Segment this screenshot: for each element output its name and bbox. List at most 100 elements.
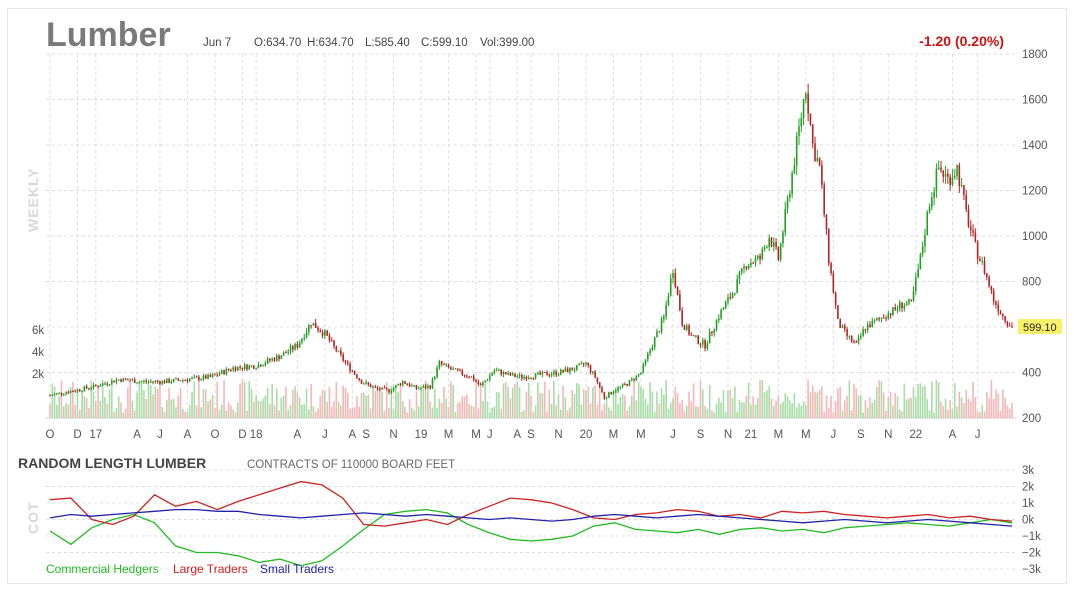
volume-bar xyxy=(779,404,782,418)
candle xyxy=(294,342,296,351)
cot-lines[interactable] xyxy=(49,480,1013,567)
volume-bar xyxy=(328,387,331,418)
volume-bar xyxy=(898,409,901,418)
candle xyxy=(956,164,958,180)
volume-bar xyxy=(885,410,887,418)
candle xyxy=(495,367,498,372)
candle xyxy=(642,362,645,374)
candle xyxy=(166,377,168,384)
candle xyxy=(727,293,729,306)
volume-bar xyxy=(108,389,111,418)
candle xyxy=(397,383,399,386)
x-tick-label: D xyxy=(73,429,81,441)
volume-bar xyxy=(495,391,498,418)
volume-bar xyxy=(383,410,386,418)
candle xyxy=(1006,320,1009,328)
volume-bar xyxy=(651,391,654,418)
candle xyxy=(550,371,553,378)
candle xyxy=(697,334,700,345)
candle xyxy=(154,379,157,384)
volume-bar xyxy=(372,386,374,418)
volume-bar xyxy=(1002,389,1004,418)
volume-bar xyxy=(511,387,514,418)
volume-bar xyxy=(429,401,432,418)
volume-bar xyxy=(362,392,365,418)
volume-bar xyxy=(754,404,757,418)
volume-bar xyxy=(582,388,585,418)
candle xyxy=(562,369,564,374)
volume-bar xyxy=(275,388,278,418)
volume-bar xyxy=(882,392,885,418)
volume-bar xyxy=(431,407,434,418)
volume-bar xyxy=(914,397,917,418)
candle xyxy=(262,364,264,367)
candle xyxy=(630,377,633,382)
volume-bar xyxy=(314,411,317,418)
x-tick-label: 18 xyxy=(250,429,263,441)
candle xyxy=(644,359,647,367)
candle xyxy=(1011,322,1013,328)
candle xyxy=(834,291,837,309)
volume-bar xyxy=(463,396,466,418)
volume-bar xyxy=(759,379,761,418)
volume-bar xyxy=(232,409,235,418)
candle xyxy=(330,337,333,342)
volume-bar xyxy=(443,386,445,418)
candle xyxy=(413,384,415,388)
volume-bar xyxy=(965,389,967,418)
candle xyxy=(282,351,285,356)
candle xyxy=(559,368,562,376)
candle xyxy=(816,149,819,163)
candle xyxy=(811,124,814,149)
volume-bar xyxy=(695,406,697,418)
volume-bar xyxy=(630,395,633,418)
volume-bar xyxy=(805,404,807,418)
candle xyxy=(843,323,846,333)
candle xyxy=(992,288,995,306)
volume-value: Vol:399.00 xyxy=(480,37,534,49)
volume-bar xyxy=(919,383,922,418)
volume-bar xyxy=(715,403,718,418)
candle xyxy=(596,377,599,385)
price-grid xyxy=(46,53,1016,419)
candle xyxy=(864,328,867,334)
cot-subtitle: CONTRACTS OF 110000 BOARD FEET xyxy=(247,459,455,471)
volume-bar xyxy=(250,389,253,418)
candle xyxy=(298,340,301,348)
candle xyxy=(860,332,862,341)
volume-bar xyxy=(184,411,186,418)
volume-bar xyxy=(553,380,555,418)
candle xyxy=(374,384,377,389)
candle xyxy=(892,307,894,317)
candle xyxy=(539,370,541,376)
volume-bar xyxy=(182,409,184,418)
volume-bar xyxy=(791,403,793,418)
volume-bar xyxy=(456,402,459,418)
candle xyxy=(734,292,736,296)
x-tick-label: J xyxy=(157,429,163,441)
candle xyxy=(624,382,626,386)
x-tick-label: 21 xyxy=(744,429,757,441)
candle xyxy=(527,375,530,380)
candle xyxy=(903,303,906,312)
candle xyxy=(793,157,796,174)
volume-bar xyxy=(69,386,72,418)
volume-bar xyxy=(997,393,1000,418)
volume-bar xyxy=(743,402,745,418)
candle xyxy=(216,372,219,377)
candle xyxy=(809,113,812,126)
candle xyxy=(200,378,202,381)
volume-bar xyxy=(559,409,562,418)
candlestick-series[interactable] xyxy=(49,83,1013,401)
candle xyxy=(523,374,525,381)
candle xyxy=(278,354,280,362)
volume-bar xyxy=(214,407,216,418)
candle xyxy=(763,244,766,252)
volume-bar xyxy=(887,397,890,418)
candle xyxy=(104,381,106,386)
volume-bar xyxy=(379,389,381,418)
volume-bar xyxy=(935,379,938,418)
volume-bar xyxy=(999,410,1002,418)
volume-bar xyxy=(846,395,848,418)
